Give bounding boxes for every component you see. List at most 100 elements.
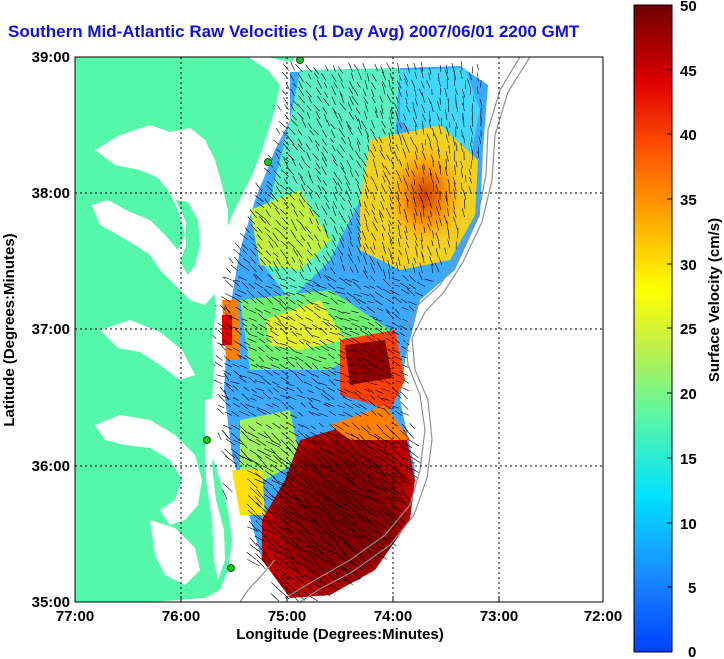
velocity-arrow (447, 97, 450, 106)
velocity-arrow (383, 487, 397, 495)
velocity-arrow (303, 161, 311, 169)
velocity-arrow (435, 172, 440, 184)
velocity-arrow (437, 200, 442, 210)
velocity-arrow (379, 150, 386, 160)
velocity-arrow (299, 193, 306, 202)
velocity-arrow (228, 257, 234, 264)
velocity-arrow (461, 61, 463, 71)
velocity-arrow (277, 481, 291, 488)
velocity-arrow (288, 126, 296, 135)
velocity-arrow (316, 192, 321, 199)
velocity-arrow (386, 325, 394, 328)
velocity-arrow (408, 305, 415, 313)
velocity-arrow (280, 394, 290, 399)
velocity-arrow (364, 189, 369, 199)
velocity-arrow (308, 136, 313, 143)
velocity-arrow (386, 330, 392, 337)
velocity-arrow (420, 67, 424, 79)
velocity-arrow (404, 78, 409, 87)
velocity-arrow (357, 236, 362, 248)
velocity-arrow (381, 71, 387, 81)
velocity-arrow (331, 144, 336, 151)
velocity-arrow (276, 128, 281, 135)
velocity-arrow (343, 542, 355, 552)
velocity-arrow (411, 79, 416, 89)
velocity-arrow (311, 470, 324, 476)
velocity-arrow (384, 521, 397, 528)
velocity-arrow (322, 129, 327, 138)
velocity-arrow (405, 143, 410, 153)
velocity-arrow (233, 248, 242, 257)
velocity-arrow (389, 195, 392, 202)
velocity-arrow (245, 404, 256, 409)
velocity-arrow (257, 234, 263, 241)
velocity-arrow (446, 220, 449, 231)
velocity-arrow (262, 465, 274, 473)
velocity-arrow (217, 393, 226, 402)
velocity-arrow (386, 311, 394, 319)
velocity-arrow (299, 210, 305, 217)
velocity-arrow (469, 125, 474, 135)
velocity-arrow (384, 404, 393, 410)
velocity-arrow (279, 504, 291, 517)
velocity-arrow (247, 437, 261, 446)
velocity-arrow (396, 196, 402, 207)
velocity-arrow (263, 309, 271, 314)
velocity-arrow (341, 551, 352, 561)
velocity-arrow (359, 397, 367, 402)
velocity-arrow (294, 574, 306, 586)
colorbar-tick: 5 (688, 580, 696, 597)
velocity-arrow (406, 197, 409, 209)
velocity-arrow (330, 129, 336, 138)
velocity-arrow (344, 457, 357, 466)
velocity-arrow (394, 313, 401, 320)
velocity-arrow (216, 342, 226, 347)
velocity-arrow (435, 248, 439, 257)
velocity-arrow (368, 370, 375, 376)
velocity-arrow (400, 289, 410, 295)
velocity-arrow (279, 526, 291, 533)
velocity-arrow (283, 201, 290, 208)
velocity-arrow (302, 446, 313, 456)
velocity-arrow (361, 518, 371, 527)
velocity-arrow (376, 285, 383, 290)
velocity-arrow (309, 551, 323, 560)
velocity-arrow (271, 381, 279, 386)
velocity-arrow (354, 264, 359, 274)
velocity-arrow (316, 305, 327, 311)
velocity-arrow (294, 356, 304, 362)
velocity-arrow (273, 413, 281, 418)
velocity-arrow (321, 151, 327, 161)
velocity-arrow (296, 394, 306, 399)
velocity-arrow (330, 256, 335, 266)
velocity-arrow (288, 277, 296, 282)
velocity-arrow (296, 387, 303, 394)
velocity-arrow (249, 256, 256, 264)
velocity-arrow (325, 202, 330, 209)
velocity-arrow (249, 397, 257, 401)
y-tick-label: 36:00 (32, 458, 70, 475)
velocity-arrow (296, 361, 304, 370)
velocity-arrow (277, 104, 282, 111)
velocity-arrow (279, 284, 287, 288)
velocity-arrow (413, 257, 417, 264)
velocity-arrow (313, 128, 319, 136)
velocity-arrow (367, 439, 382, 448)
velocity-arrow (317, 95, 323, 103)
velocity-arrow (286, 505, 298, 512)
velocity-arrow (334, 424, 344, 431)
velocity-arrow (338, 413, 345, 417)
velocity-arrow (234, 293, 242, 298)
velocity-arrow (286, 387, 295, 392)
velocity-arrow (373, 242, 376, 250)
velocity-arrow (239, 375, 247, 378)
velocity-arrow (304, 305, 314, 312)
velocity-arrow (313, 527, 325, 537)
velocity-arrow (293, 209, 299, 217)
velocity-arrow (233, 439, 246, 446)
velocity-arrow (359, 315, 370, 321)
velocity-arrow (254, 535, 267, 543)
velocity-arrow (230, 264, 239, 272)
velocity-arrow (291, 256, 296, 263)
velocity-arrow (444, 166, 448, 177)
